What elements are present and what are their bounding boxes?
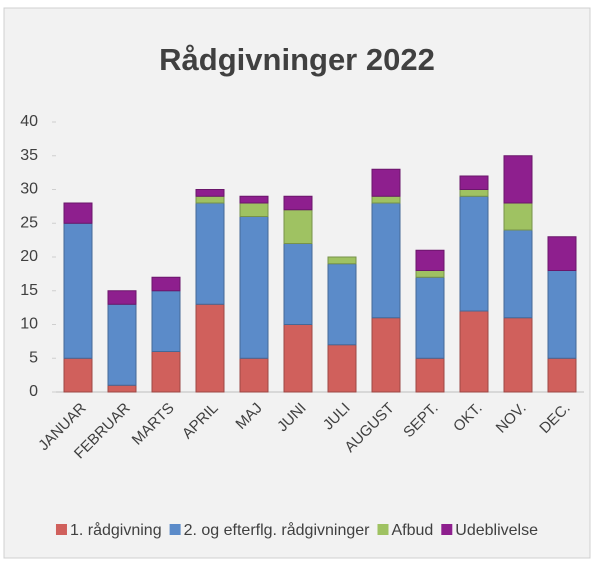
bar-segment xyxy=(371,202,401,319)
bar-segment xyxy=(371,195,401,204)
bar-segment xyxy=(195,303,225,393)
legend-swatch xyxy=(169,524,181,535)
bar-segment xyxy=(459,175,489,190)
legend-swatch xyxy=(55,524,67,535)
bar-segment xyxy=(239,195,269,204)
bar-segment xyxy=(283,195,313,211)
legend-label: Udeblivelse xyxy=(455,522,538,539)
bar-segment xyxy=(459,310,489,393)
bar-segment xyxy=(239,357,269,393)
y-tick-label: 20 xyxy=(20,248,38,265)
y-tick-label: 5 xyxy=(29,349,38,366)
bar-segment xyxy=(503,202,533,231)
bar-segment xyxy=(195,189,225,197)
bar-segment xyxy=(459,195,489,312)
bar-segment xyxy=(283,243,313,325)
bar-segment xyxy=(371,317,401,393)
bar-segment xyxy=(547,270,577,359)
y-tick-label: 15 xyxy=(20,282,38,299)
bar-segment xyxy=(415,276,445,359)
bar-segment xyxy=(107,384,137,393)
legend-label: 2. og efterflg. rådgivninger xyxy=(184,521,371,539)
y-tick-label: 40 xyxy=(20,113,38,130)
bar-segment xyxy=(151,290,181,352)
bar-segment xyxy=(151,351,181,393)
bar-segment xyxy=(239,202,269,217)
bar-segment xyxy=(327,344,357,393)
y-tick-label: 10 xyxy=(20,316,38,333)
bar-segment xyxy=(195,202,225,305)
bar-segment xyxy=(503,155,533,204)
bar-segment xyxy=(283,324,313,393)
chart-title: Rådgivninger 2022 xyxy=(159,42,435,77)
bar-segment xyxy=(63,202,93,224)
bar-segment xyxy=(107,303,137,386)
bar-segment xyxy=(63,222,93,359)
bar-segment xyxy=(239,216,269,359)
y-tick-label: 0 xyxy=(29,383,38,400)
bar-segment xyxy=(371,168,401,197)
bar-segment xyxy=(107,290,137,305)
bar-segment xyxy=(459,189,489,197)
y-tick-label: 25 xyxy=(20,214,38,231)
bar-segment xyxy=(151,276,181,292)
bar-segment xyxy=(195,195,225,204)
y-tick-label: 30 xyxy=(20,181,38,198)
bar-segment xyxy=(63,357,93,393)
legend-swatch xyxy=(441,524,453,535)
y-tick-label: 35 xyxy=(20,147,38,164)
legend-swatch xyxy=(377,524,389,535)
bar-segment xyxy=(327,256,357,265)
bar-segment xyxy=(283,209,313,244)
bar-segment xyxy=(547,236,577,271)
bar-segment xyxy=(547,357,577,393)
bar-segment xyxy=(415,357,445,393)
legend-label: 1. rådgivning xyxy=(70,521,162,539)
bar-segment xyxy=(503,229,533,319)
bar-segment xyxy=(415,249,445,271)
bar-segment xyxy=(415,270,445,278)
bar-segment xyxy=(503,317,533,393)
legend-label: Afbud xyxy=(391,522,433,539)
bar-segment xyxy=(327,263,357,346)
